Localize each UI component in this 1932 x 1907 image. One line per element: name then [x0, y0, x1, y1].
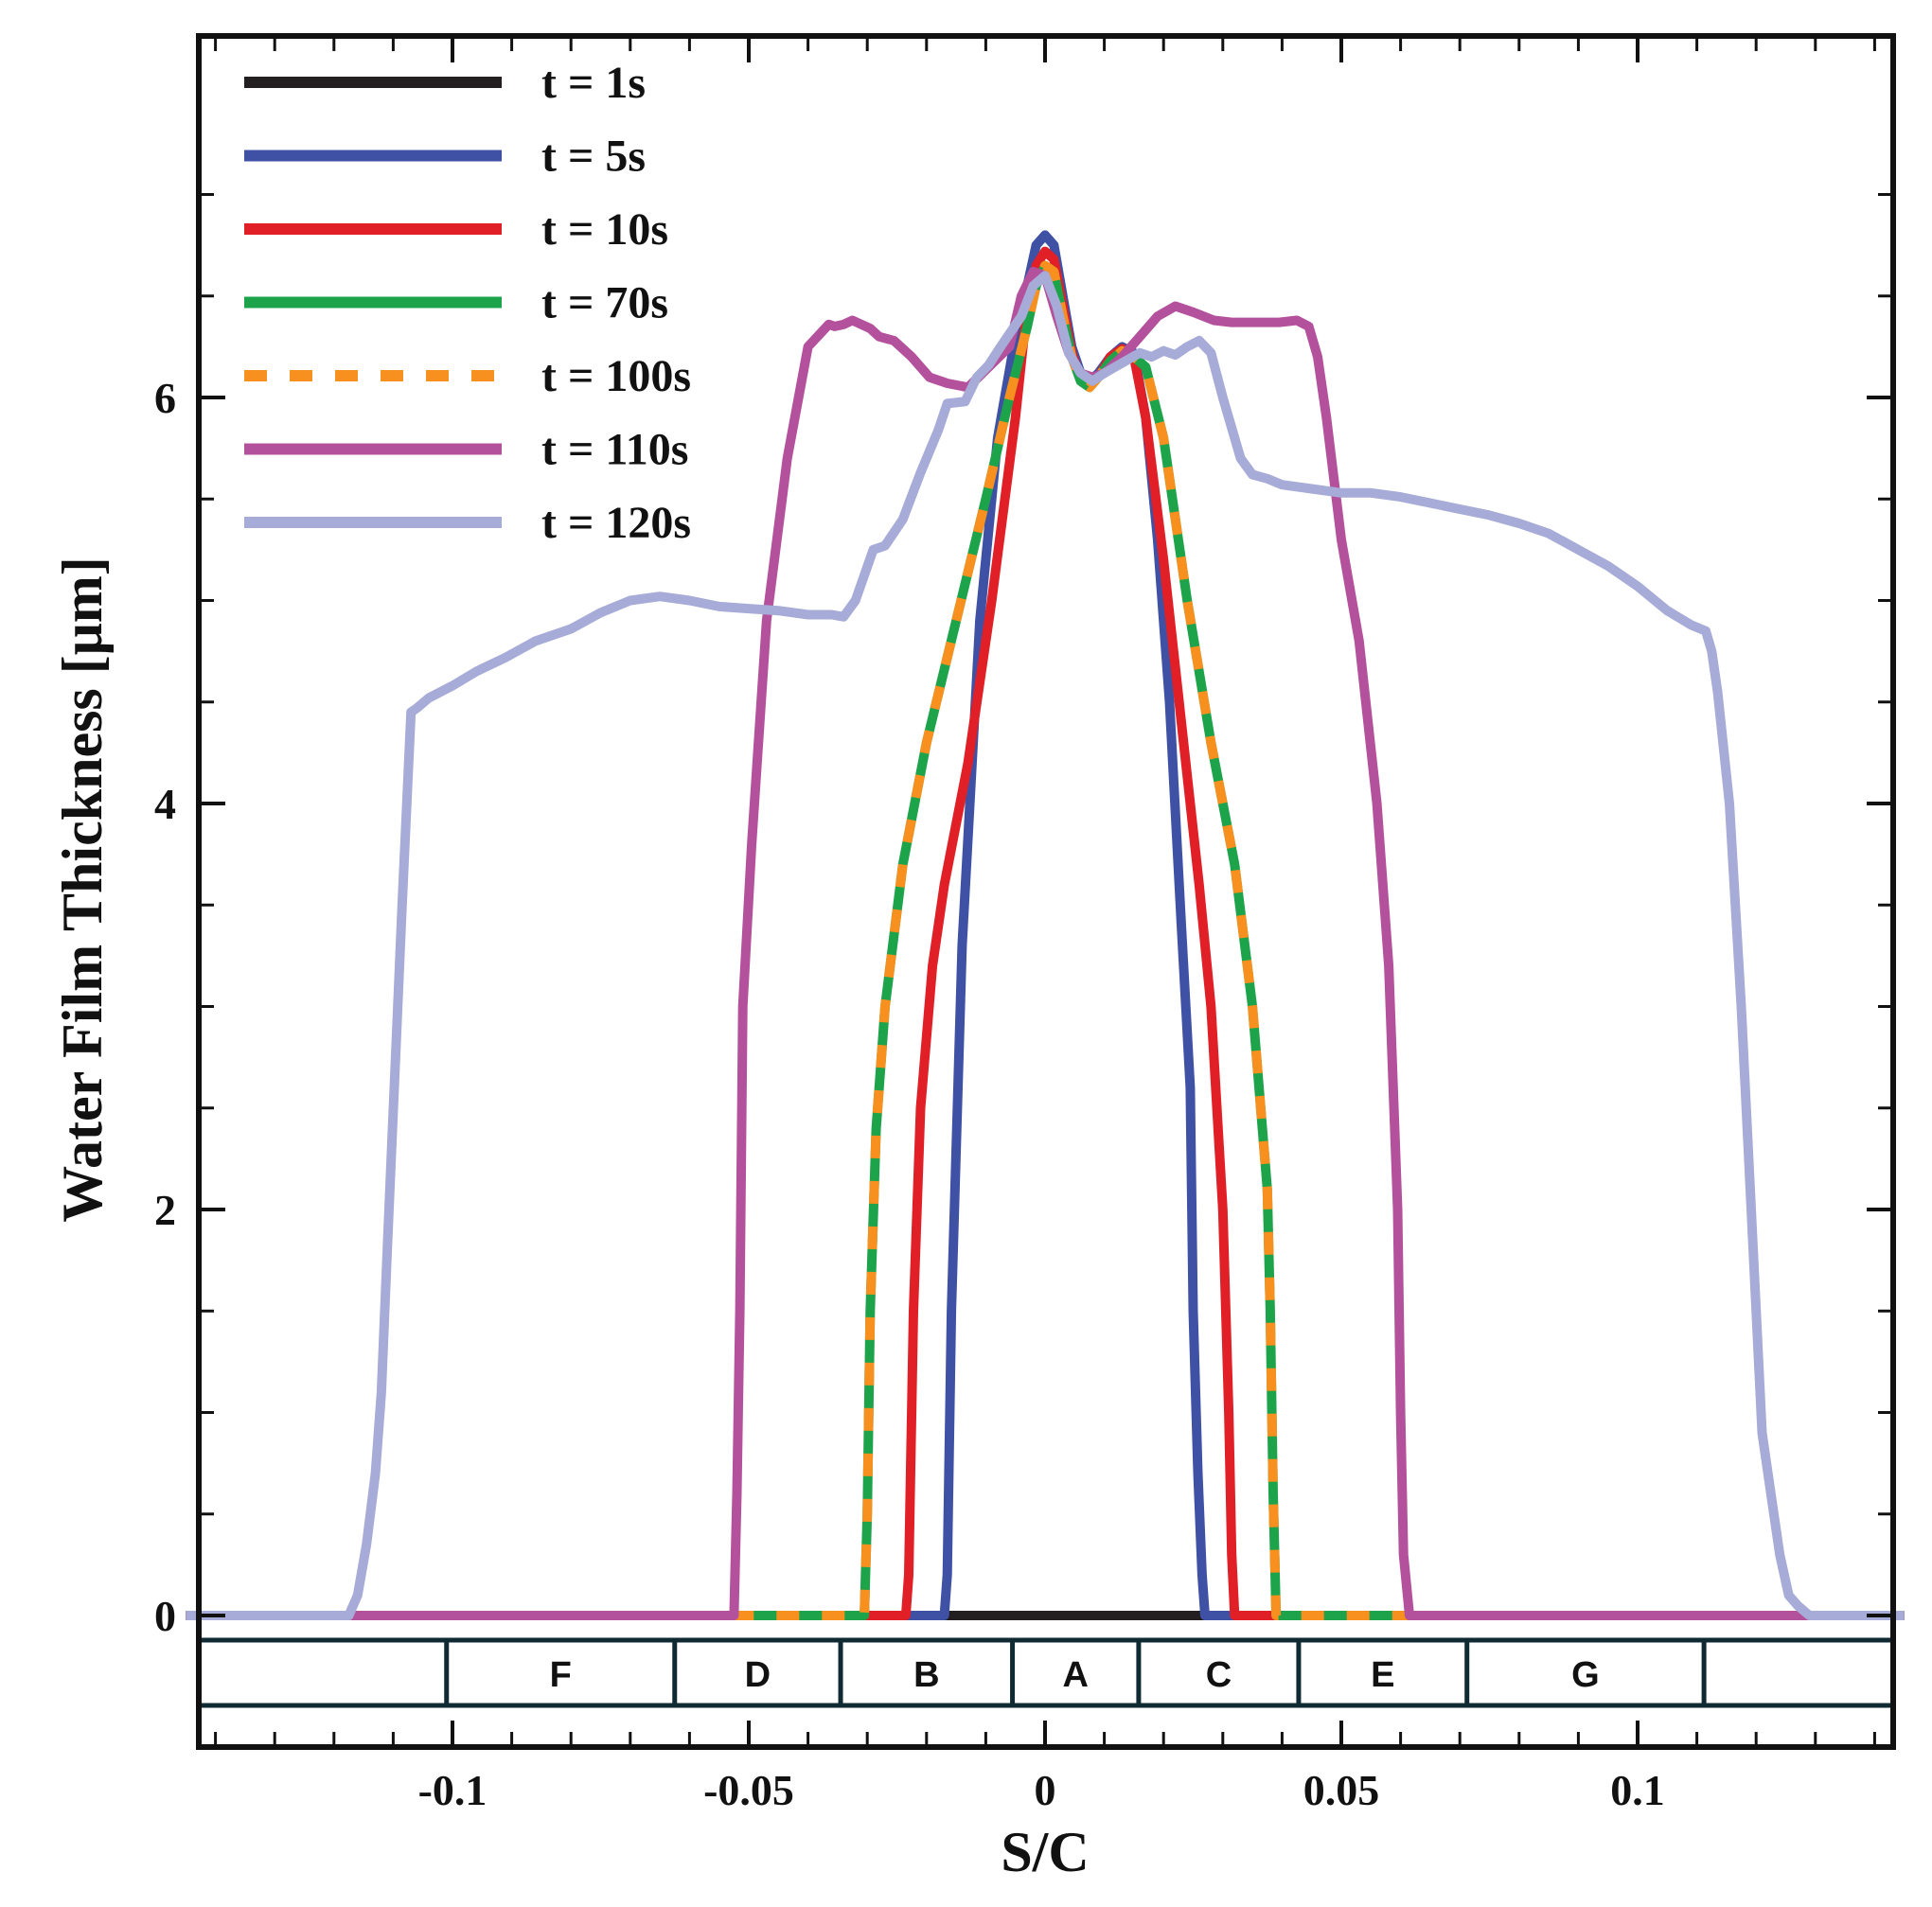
zone-label-f: F: [550, 1655, 572, 1695]
legend-entry: t = 110s: [244, 425, 688, 475]
zone-label-a: A: [1063, 1655, 1089, 1695]
legend-entry: t = 120s: [244, 498, 691, 548]
y-tick-label: 2: [154, 1186, 176, 1234]
legend-entry: t = 5s: [244, 132, 646, 182]
legend: t = 1s t = 5s t = 10s t = 70s t = 100s t = 11…: [244, 58, 691, 548]
y-tick-label: 6: [154, 374, 176, 422]
legend-label: t = 1s: [541, 58, 646, 108]
y-axis-title: Water Film Thickness [μm]: [51, 556, 114, 1222]
x-axis-title: S/C: [1001, 1821, 1089, 1883]
x-tick-label: 0.05: [1303, 1766, 1380, 1814]
legend-label: t = 5s: [541, 132, 646, 182]
x-tick-label: 0: [1035, 1766, 1056, 1814]
x-tick-label: 0.1: [1610, 1766, 1665, 1814]
zone-label-e: E: [1371, 1655, 1394, 1695]
legend-entry: t = 10s: [244, 204, 668, 255]
legend-label: t = 110s: [541, 425, 688, 475]
zone-label-g: G: [1571, 1655, 1600, 1695]
series-line-t100s: [186, 260, 1905, 1620]
legend-label: t = 120s: [541, 498, 691, 548]
legend-entry: t = 70s: [244, 278, 668, 328]
legend-entry: t = 1s: [244, 58, 646, 108]
zone-label-d: D: [745, 1655, 771, 1695]
series-line-t120s: [186, 271, 1905, 1620]
axes: -0.1 -0.05 0 0.05 0.1 0 2 4 6: [154, 33, 1896, 1814]
zone-label-b: B: [913, 1655, 939, 1695]
y-tick-label: 4: [154, 780, 176, 828]
legend-label: t = 100s: [541, 351, 691, 401]
x-tick-label: -0.05: [703, 1766, 794, 1814]
y-tick-label: 0: [154, 1592, 176, 1640]
zone-label-c: C: [1206, 1655, 1232, 1695]
legend-entry: t = 100s: [244, 351, 691, 401]
legend-label: t = 70s: [541, 278, 668, 328]
x-tick-label: -0.1: [418, 1766, 487, 1814]
legend-label: t = 10s: [541, 204, 668, 255]
plot-series: [186, 230, 1905, 1620]
